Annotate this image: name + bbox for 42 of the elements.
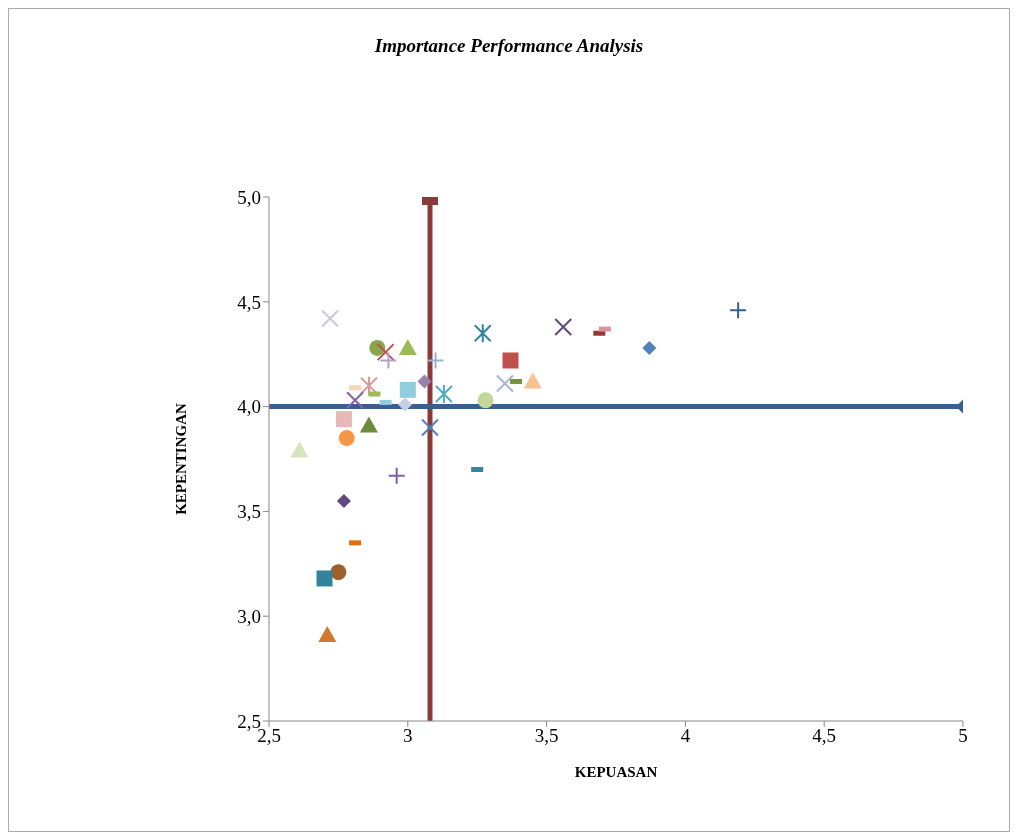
point xyxy=(359,416,378,433)
x-tick-label: 4 xyxy=(680,725,691,747)
y-tick-label: 4,0 xyxy=(237,396,261,418)
x-tick-label: 5 xyxy=(958,725,968,747)
point xyxy=(290,441,309,458)
x-axis-title: KEPUASAN xyxy=(574,764,658,780)
point xyxy=(346,391,365,410)
point xyxy=(321,309,340,328)
point xyxy=(417,374,432,389)
x-tick-label: 3 xyxy=(403,725,413,747)
point xyxy=(387,466,406,485)
point xyxy=(502,352,519,369)
point xyxy=(398,397,413,412)
point xyxy=(336,493,351,508)
point xyxy=(338,430,355,447)
point xyxy=(495,374,514,393)
point xyxy=(729,301,748,320)
y-tick-label: 3,0 xyxy=(237,605,261,627)
y-tick-label: 3,5 xyxy=(237,501,261,523)
point xyxy=(642,340,657,355)
point xyxy=(330,564,347,581)
point xyxy=(316,570,333,587)
point xyxy=(426,351,445,370)
point xyxy=(554,317,573,336)
point xyxy=(376,343,395,362)
point xyxy=(477,392,494,409)
y-tick-label: 4,5 xyxy=(237,291,261,313)
point xyxy=(421,418,440,437)
x-tick-label: 3,5 xyxy=(534,725,559,747)
chart-title: Importance Performance Analysis xyxy=(373,35,645,57)
point xyxy=(434,384,453,405)
point xyxy=(335,411,352,428)
point xyxy=(523,372,542,389)
x-tick-label: 4,5 xyxy=(812,725,837,747)
point xyxy=(398,338,417,355)
y-tick-label: 5,0 xyxy=(237,186,261,208)
point xyxy=(318,626,337,643)
y-axis-title: KEPENTINGAN xyxy=(173,403,190,515)
point xyxy=(473,323,492,344)
point xyxy=(369,339,386,356)
point xyxy=(399,381,416,398)
point xyxy=(379,351,398,370)
